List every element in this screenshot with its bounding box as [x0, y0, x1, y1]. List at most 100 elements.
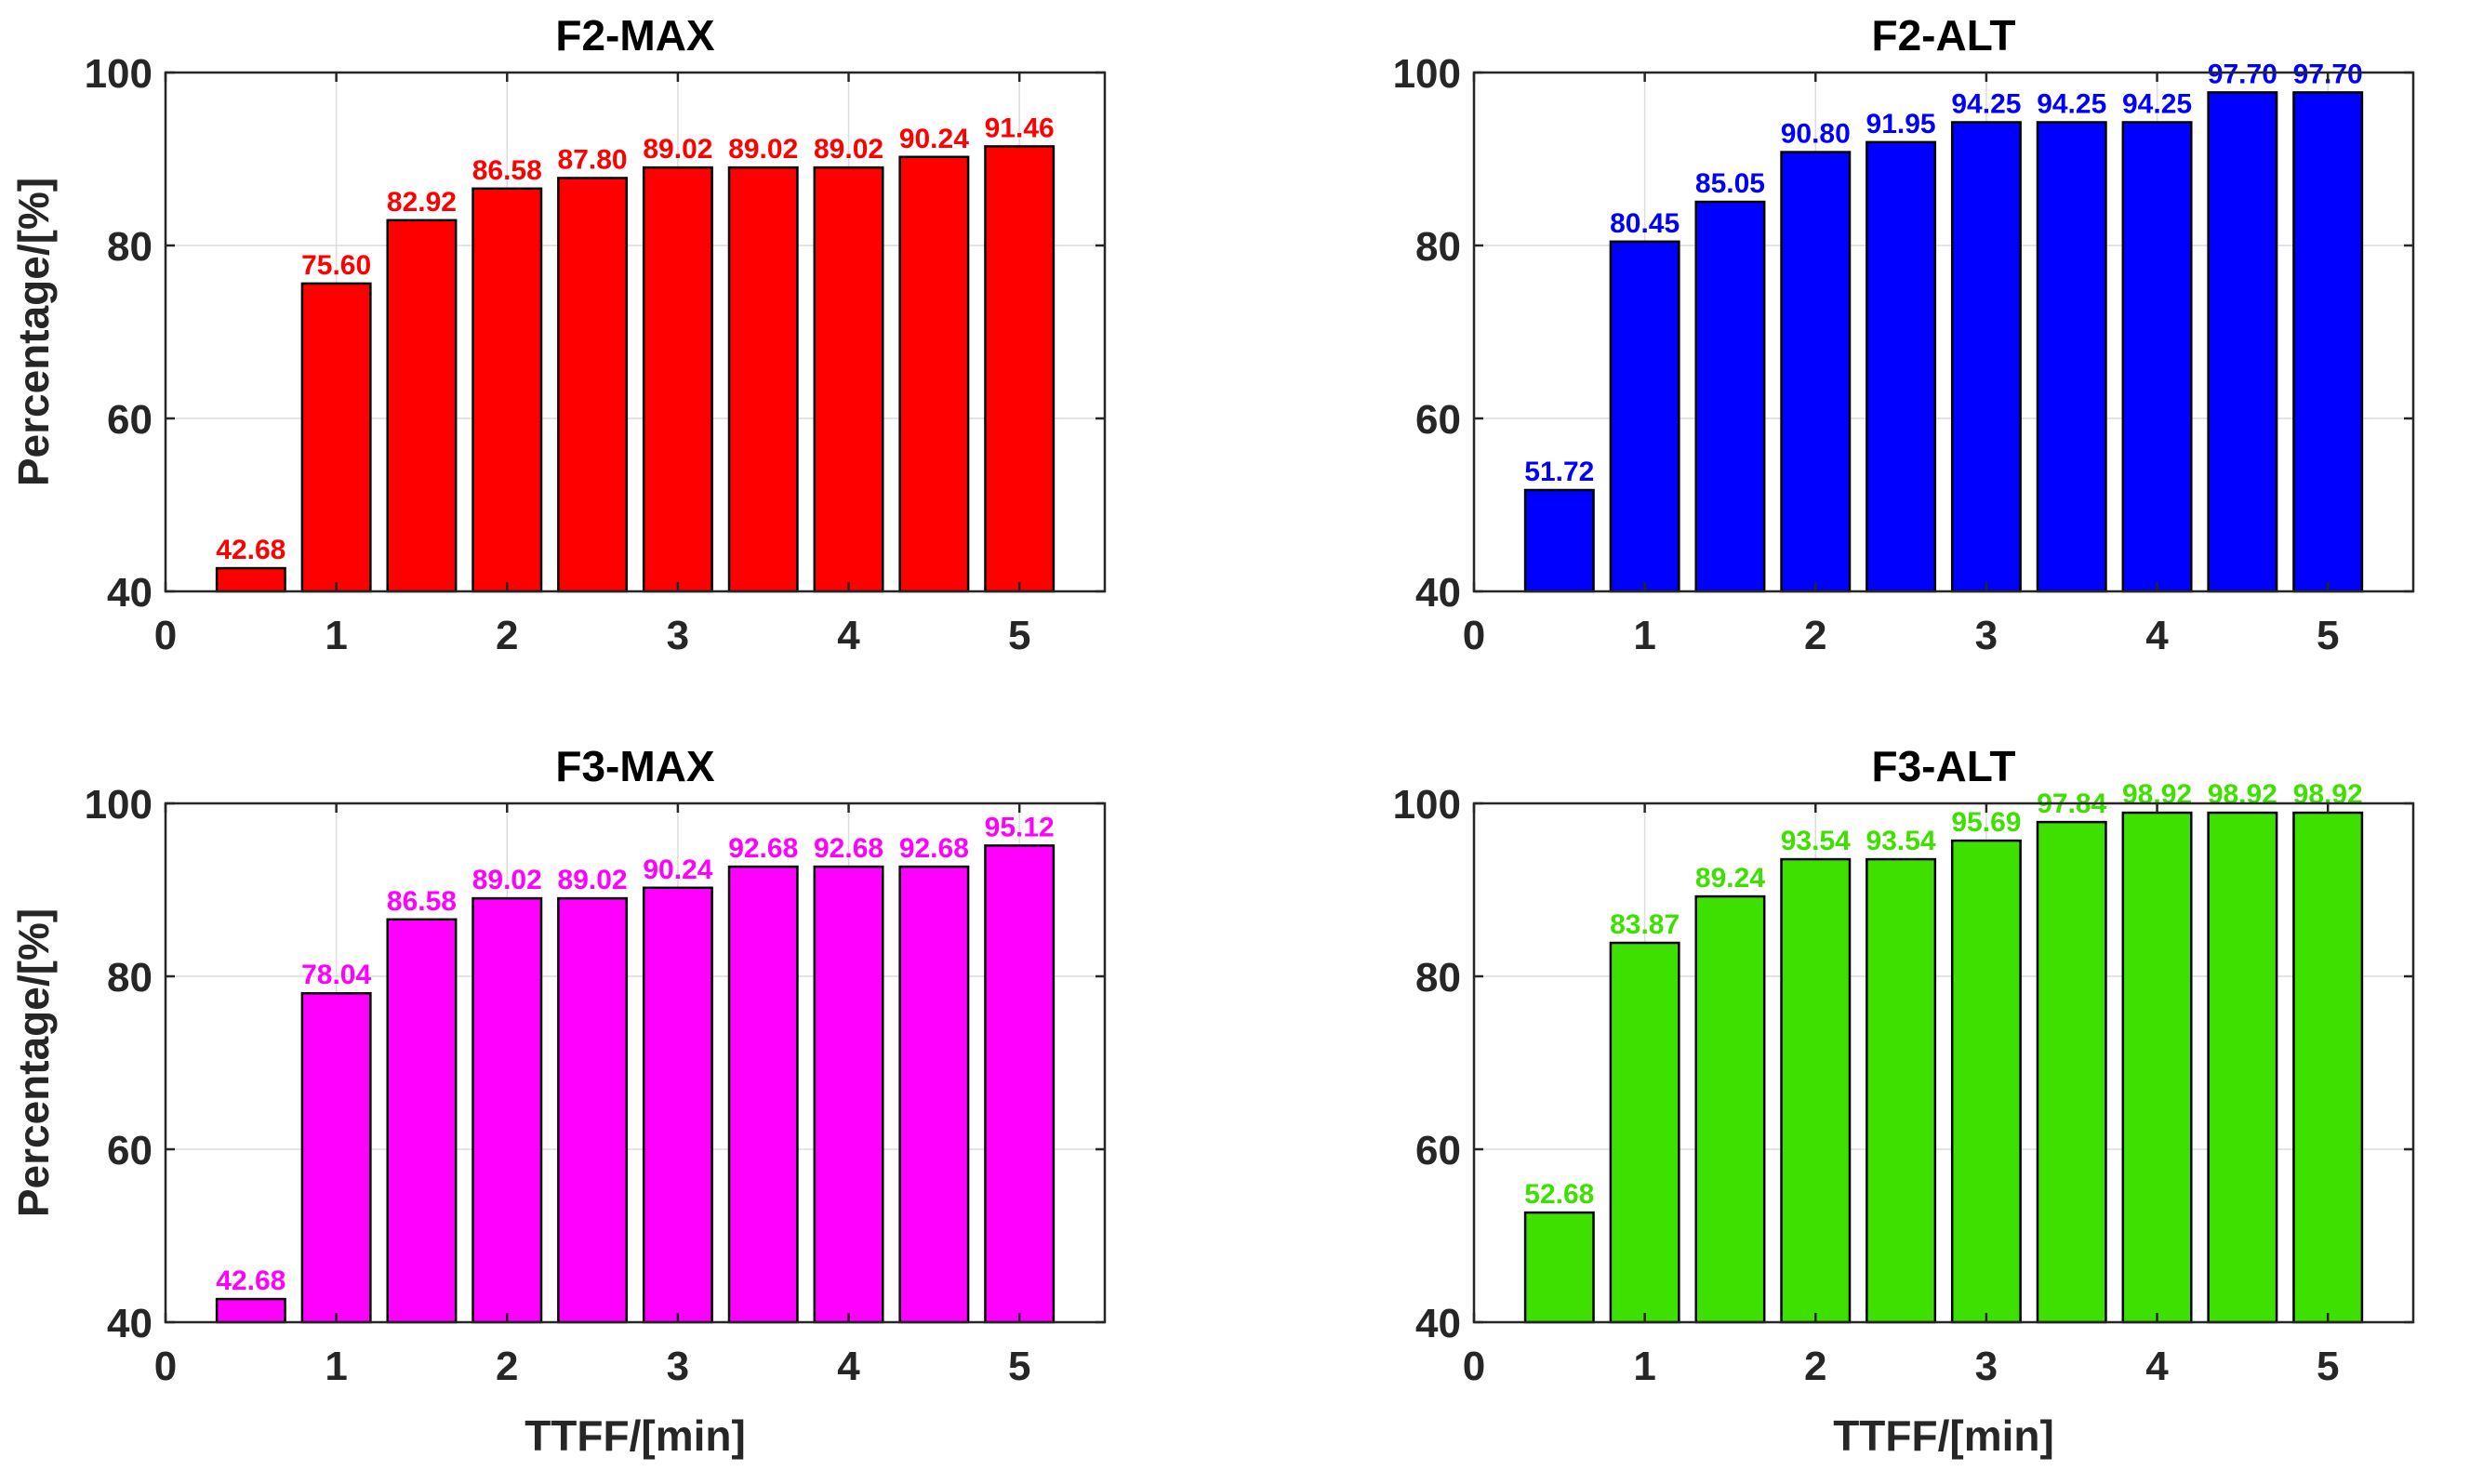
x-tick-label: 3 — [1975, 1344, 1998, 1389]
x-tick-label: 1 — [325, 613, 347, 658]
bar-6 — [1950, 121, 2022, 593]
x-tick-label: 0 — [154, 1344, 177, 1389]
y-tick-label: 80 — [107, 224, 153, 270]
bar-value-label: 90.24 — [899, 124, 969, 154]
bar-2 — [300, 991, 372, 1324]
bar-value-label: 86.58 — [387, 886, 457, 917]
x-tick-label: 2 — [496, 1344, 518, 1389]
y-tick-label: 60 — [1415, 1128, 1461, 1173]
bar-10 — [984, 844, 1056, 1324]
chart-title: F3-MAX — [555, 742, 715, 790]
bar-value-label: 42.68 — [216, 535, 285, 565]
bar-6 — [642, 886, 713, 1324]
bar-6 — [642, 166, 713, 593]
bar-3 — [386, 219, 458, 593]
x-tick-label: 4 — [2145, 613, 2169, 658]
bar-5 — [557, 177, 629, 593]
bar-5 — [1866, 857, 1937, 1324]
y-tick-label: 60 — [107, 1128, 153, 1173]
bar-value-label: 91.46 — [985, 113, 1055, 143]
bar-9 — [898, 865, 970, 1324]
bar-value-label: 90.80 — [1781, 119, 1851, 150]
y-tick-label: 40 — [107, 1301, 153, 1346]
bar-5 — [557, 896, 629, 1324]
bar-value-label: 52.68 — [1524, 1179, 1594, 1210]
bar-value-label: 86.58 — [472, 155, 542, 186]
bar-4 — [471, 187, 543, 593]
bar-value-label: 97.70 — [2208, 59, 2277, 89]
bar-value-label: 94.25 — [1951, 88, 2021, 119]
y-tick-label: 100 — [85, 782, 153, 828]
bar-8 — [2121, 811, 2193, 1324]
bar-4 — [1780, 857, 1852, 1324]
bar-4 — [1780, 151, 1852, 593]
x-tick-label: 4 — [837, 1344, 860, 1389]
bar-3 — [1694, 200, 1766, 593]
y-axis-label: Percentage/[%] — [9, 908, 58, 1217]
bar-value-label: 98.92 — [2208, 779, 2277, 810]
bar-8 — [2121, 121, 2193, 593]
x-tick-label: 4 — [837, 613, 860, 658]
y-tick-label: 80 — [1415, 224, 1461, 270]
x-tick-label: 1 — [1633, 613, 1655, 658]
bar-value-label: 89.02 — [472, 865, 542, 895]
chart-panel-1: 42.68 75.60 82.92 86.58 87.80 89.02 89.02 89.02… — [9, 11, 1107, 658]
bar-4 — [471, 896, 543, 1324]
x-tick-label: 0 — [1463, 613, 1485, 658]
x-axis-label: TTFF/[min] — [524, 1411, 746, 1460]
axes-frame — [1472, 802, 2415, 1324]
bar-value-label: 85.05 — [1695, 168, 1765, 199]
chart-title: F2-ALT — [1871, 11, 2015, 60]
bar-3 — [386, 918, 458, 1324]
chart-panel-3: 42.68 78.04 86.58 89.02 89.02 90.24 92.68 92.68… — [9, 742, 1107, 1460]
y-tick-label: 80 — [1415, 955, 1461, 1000]
bar-value-label: 82.92 — [387, 187, 457, 218]
bar-8 — [813, 166, 884, 593]
y-tick-label: 100 — [1393, 51, 1461, 97]
bar-value-label: 91.95 — [1866, 109, 1936, 139]
y-tick-label: 100 — [85, 51, 153, 97]
bar-10 — [2292, 91, 2364, 593]
bar-5 — [1866, 140, 1937, 593]
bar-value-label: 89.02 — [728, 134, 798, 165]
y-tick-label: 40 — [1415, 1301, 1461, 1346]
chart-title: F2-MAX — [555, 11, 715, 60]
bar-value-label: 92.68 — [814, 833, 883, 864]
bar-value-label: 89.24 — [1695, 863, 1765, 894]
x-tick-label: 0 — [154, 613, 177, 658]
bar-1 — [215, 566, 286, 593]
bar-8 — [813, 865, 884, 1324]
chart-title: F3-ALT — [1871, 742, 2015, 790]
bar-value-label: 83.87 — [1610, 909, 1680, 940]
bar-value-label: 93.54 — [1866, 826, 1936, 856]
bar-2 — [300, 282, 372, 593]
bar-10 — [984, 145, 1056, 593]
bar-value-label: 92.68 — [899, 833, 969, 864]
bar-1 — [1523, 1211, 1595, 1324]
bar-9 — [898, 155, 970, 593]
x-tick-label: 5 — [1008, 613, 1030, 658]
x-tick-label: 0 — [1463, 1344, 1485, 1389]
bar-value-label: 87.80 — [558, 144, 628, 175]
x-tick-label: 5 — [2317, 613, 2339, 658]
bar-9 — [2207, 811, 2278, 1324]
bar-7 — [2036, 820, 2107, 1324]
bar-3 — [1694, 894, 1766, 1324]
bar-1 — [1523, 488, 1595, 593]
x-tick-label: 1 — [1633, 1344, 1655, 1389]
x-tick-label: 3 — [1975, 613, 1998, 658]
bar-10 — [2292, 811, 2364, 1324]
y-tick-label: 40 — [1415, 570, 1461, 616]
x-axis-label: TTFF/[min] — [1833, 1411, 2054, 1460]
y-axis-label: Percentage/[%] — [9, 178, 58, 486]
x-tick-label: 2 — [496, 613, 518, 658]
axes-frame — [164, 71, 1107, 593]
y-tick-label: 40 — [107, 570, 153, 616]
axes-frame — [164, 802, 1107, 1324]
x-tick-label: 5 — [1008, 1344, 1030, 1389]
bar-1 — [215, 1297, 286, 1324]
bar-7 — [2036, 121, 2107, 593]
y-tick-label: 60 — [1415, 397, 1461, 443]
bar-7 — [727, 166, 799, 593]
